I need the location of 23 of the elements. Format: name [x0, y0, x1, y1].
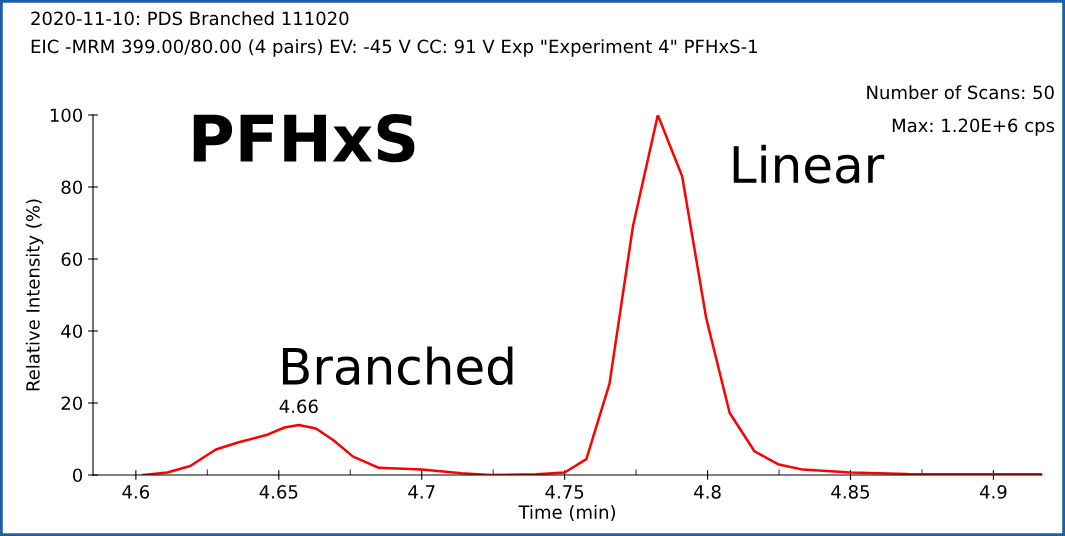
x-tick-label: 4.85 [831, 485, 870, 499]
x-axis-title: Time (min) [518, 504, 615, 522]
y-tick-label: 20 [61, 396, 83, 411]
y-tick-label: 60 [61, 252, 83, 267]
text: Number of Scans: 50 [867, 85, 1054, 100]
y-tick-label: 40 [61, 324, 83, 339]
x-tick-label: 4.9 [979, 485, 1007, 499]
y-axis-title: Relative Intensity (%) [25, 199, 44, 391]
x-tick-label: 4.75 [545, 485, 584, 499]
x-tick-label: 4.6 [122, 485, 150, 499]
annotation: 4.66 [279, 399, 318, 414]
x-tick-label: 4.8 [694, 485, 721, 499]
chart-subtitle: EIC -MRM 399.00/80.00 (4 pairs) EV: -45 V CC: 91 V Exp "Experiment 4" PFHxS-1 [31, 39, 757, 57]
y-tick-label: 0 [72, 468, 83, 483]
x-tick-label: 4.65 [259, 485, 298, 499]
chart-title: 2020-11-10: PDS Branched 111020 [31, 11, 349, 26]
annotation: Max: 1.20E+6 cps [892, 118, 1055, 136]
annotation: Linear [733, 144, 885, 184]
y-tick-label: 80 [61, 180, 83, 195]
y-tick-label: 100 [50, 108, 83, 123]
annotation: PFHxS [193, 114, 415, 163]
x-tick-label: 4.7 [408, 485, 435, 499]
annotation: Branched [282, 346, 513, 386]
